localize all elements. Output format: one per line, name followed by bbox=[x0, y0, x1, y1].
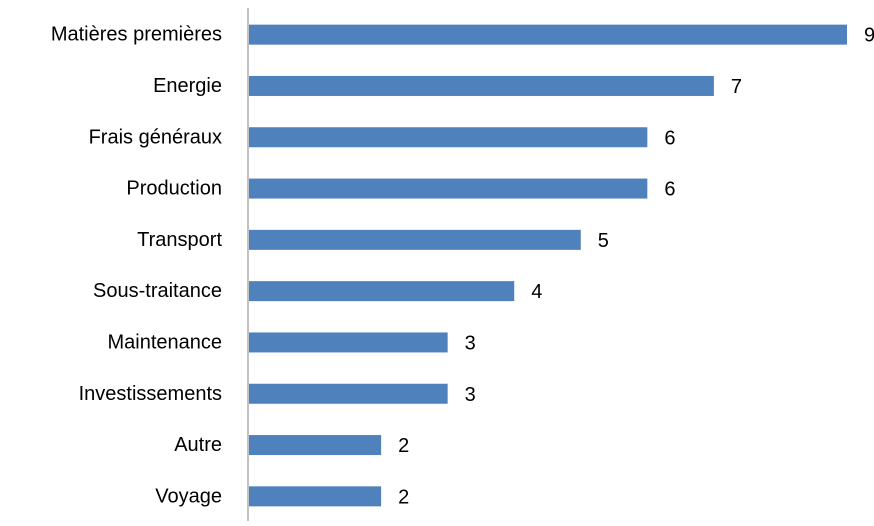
category-label-investissements: Investissements bbox=[79, 383, 222, 405]
category-label-transport: Transport bbox=[137, 229, 222, 251]
category-label-autre: Autre bbox=[174, 434, 222, 456]
category-label-energie: Energie bbox=[153, 75, 222, 97]
bar-production bbox=[249, 178, 648, 199]
category-label-production: Production bbox=[126, 178, 222, 200]
value-label-frais-generaux: 6 bbox=[664, 127, 675, 149]
value-label-transport: 5 bbox=[598, 230, 609, 252]
bar-investissements bbox=[249, 383, 448, 404]
bar-autre bbox=[249, 435, 382, 456]
value-label-maintenance: 3 bbox=[465, 332, 476, 354]
value-label-matieres-premieres: 9 bbox=[864, 25, 874, 47]
bar-frais-generaux bbox=[249, 127, 648, 148]
bar-maintenance bbox=[249, 332, 448, 353]
bar-transport bbox=[249, 229, 581, 250]
category-label-maintenance: Maintenance bbox=[107, 331, 222, 353]
value-label-voyage: 2 bbox=[398, 486, 409, 508]
category-label-frais-generaux: Frais généraux bbox=[89, 126, 222, 148]
category-label-voyage: Voyage bbox=[155, 485, 222, 507]
bar-matieres-premieres bbox=[249, 24, 847, 45]
category-label-matieres-premieres: Matières premières bbox=[51, 24, 222, 46]
value-labels: 9 7 6 6 5 4 3 3 2 2 bbox=[398, 25, 874, 509]
bars-layer bbox=[249, 24, 847, 507]
value-label-autre: 2 bbox=[398, 435, 409, 457]
value-label-energie: 7 bbox=[731, 76, 742, 98]
value-label-production: 6 bbox=[664, 179, 675, 201]
bar-voyage bbox=[249, 486, 382, 507]
bar-energie bbox=[249, 75, 714, 96]
category-label-sous-traitance: Sous-traitance bbox=[93, 280, 222, 302]
value-label-sous-traitance: 4 bbox=[531, 281, 542, 303]
category-labels: Matières premières Energie Frais généraux P… bbox=[51, 24, 223, 508]
bar-sous-traitance bbox=[249, 281, 515, 302]
value-label-investissements: 3 bbox=[465, 384, 476, 406]
